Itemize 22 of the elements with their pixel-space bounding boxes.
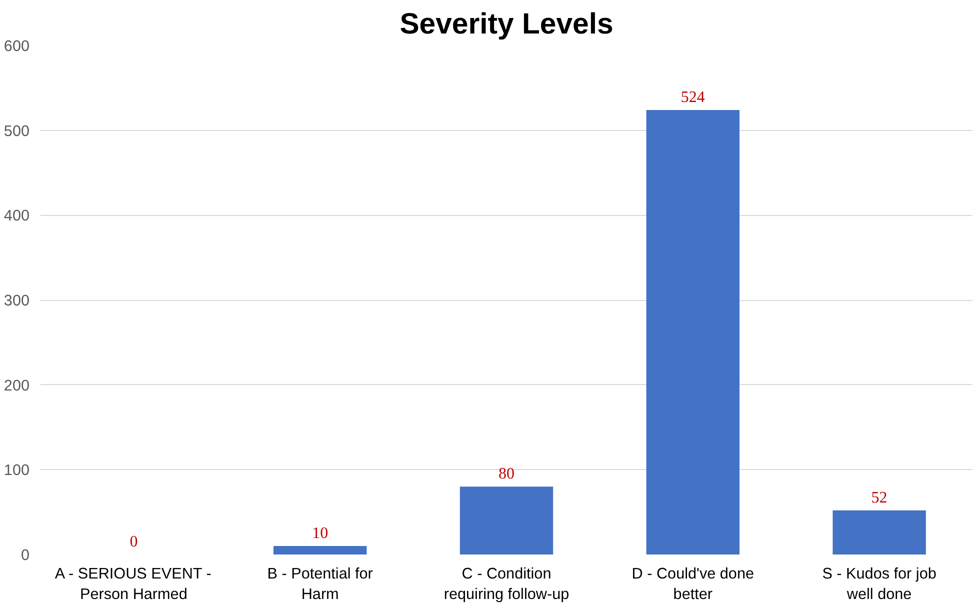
x-tick-label: C - Condition requiring follow-up <box>444 566 570 603</box>
y-tick-label: 300 <box>4 292 30 310</box>
x-tick-label: D - Could've done better <box>632 566 754 603</box>
chart-title: Severity Levels <box>400 8 614 40</box>
y-tick-label: 0 <box>20 547 30 564</box>
x-tick-label: S - Kudos for job well done <box>822 566 936 603</box>
y-tick-label: 400 <box>4 208 30 225</box>
data-label: 80 <box>498 466 514 483</box>
data-label: 0 <box>130 534 138 550</box>
data-label: 524 <box>680 88 705 106</box>
y-tick-label: 200 <box>4 377 30 394</box>
bar <box>646 110 740 554</box>
bar <box>832 510 926 554</box>
x-tick-label: A - SERIOUS EVENT - Person Harmed <box>54 566 212 603</box>
x-tick-label: B - Potential for Harm <box>267 566 373 603</box>
y-tick-label: 100 <box>4 462 30 480</box>
bar <box>460 486 554 554</box>
data-label: 52 <box>871 489 888 506</box>
y-tick-label: 500 <box>4 122 30 140</box>
y-tick-label: 600 <box>4 38 30 55</box>
data-label: 10 <box>312 525 328 542</box>
bar <box>274 546 367 554</box>
